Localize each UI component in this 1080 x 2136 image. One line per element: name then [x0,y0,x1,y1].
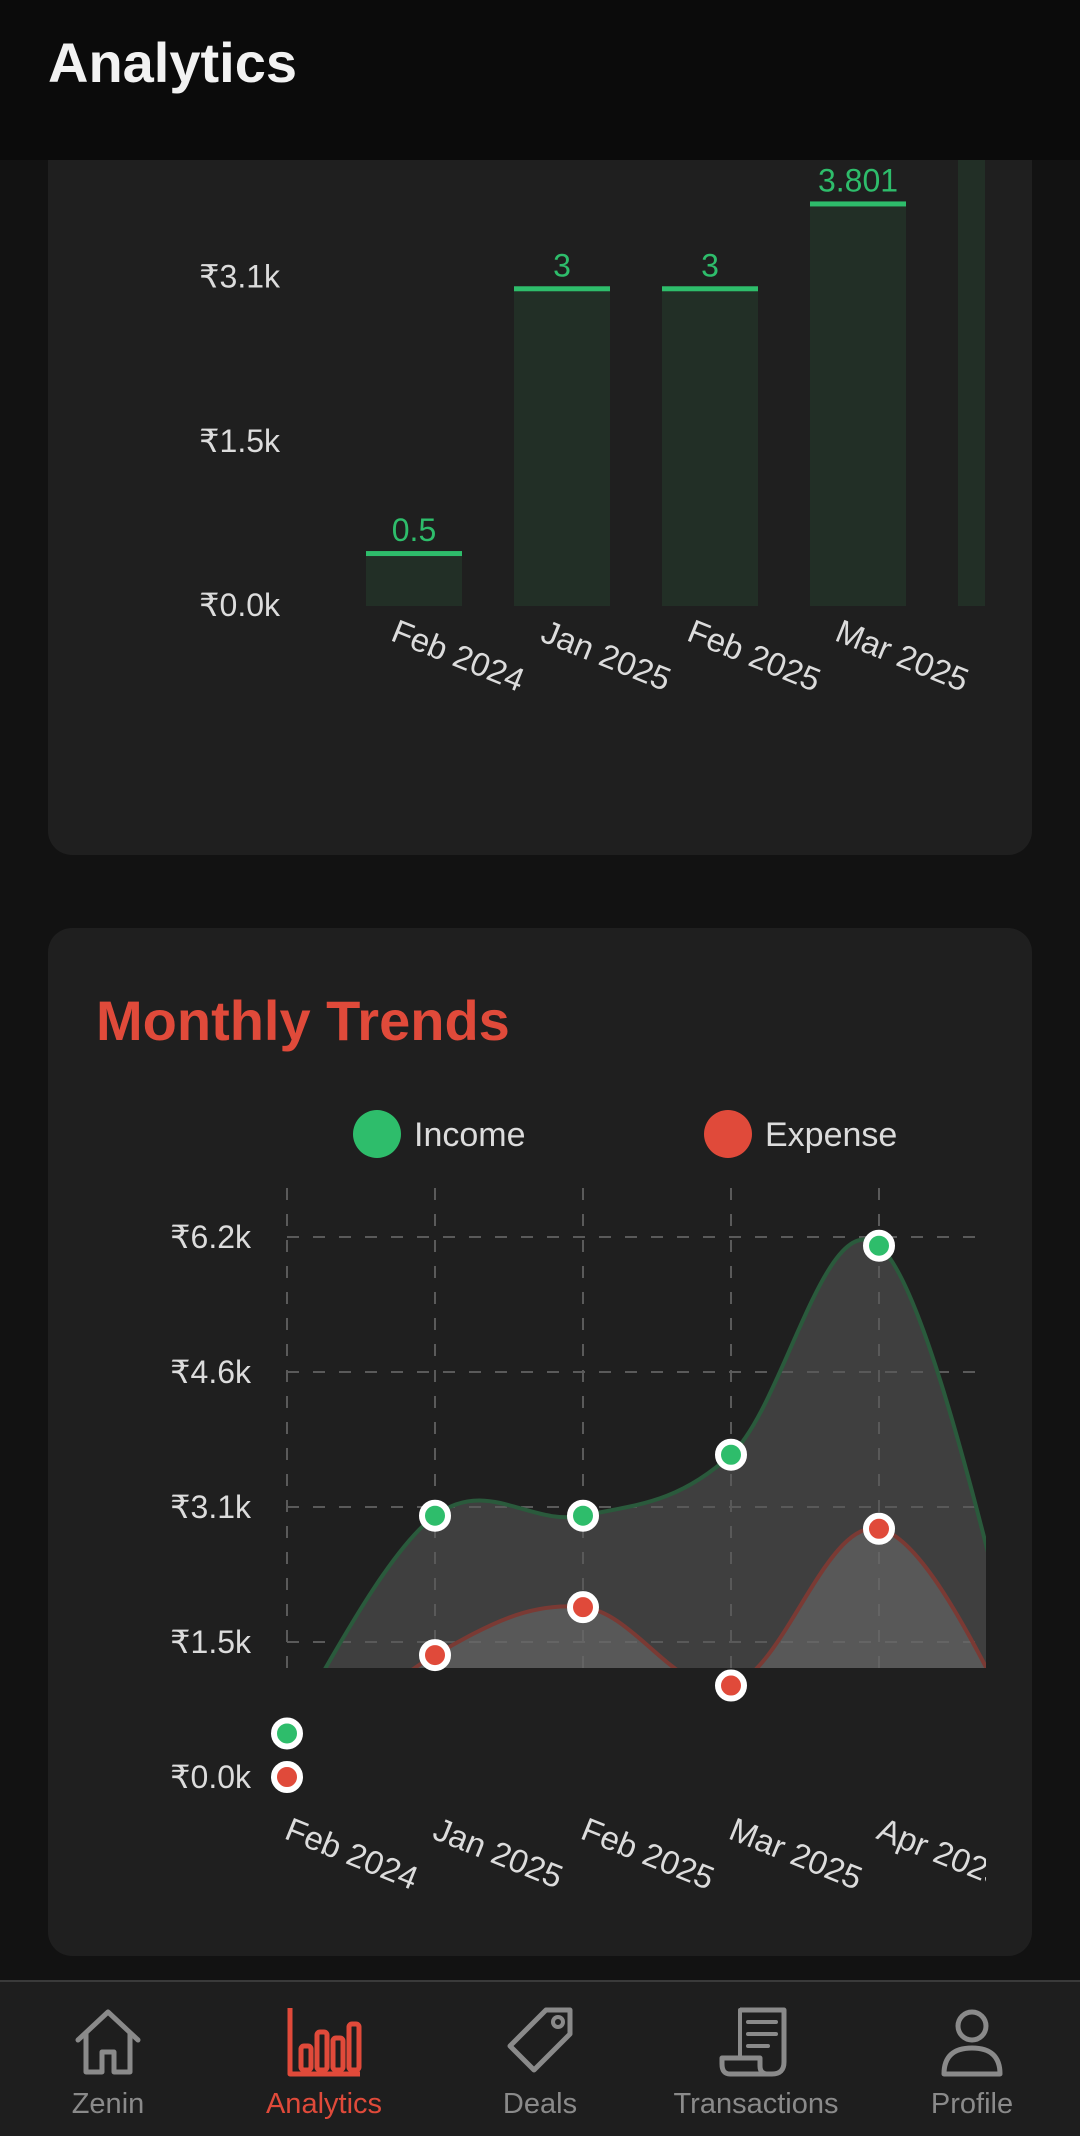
bar [662,288,758,606]
nav-item-zenin[interactable]: Zenin [0,1982,216,2136]
nav-label-analytics: Analytics [265,2088,383,2120]
bar-top [810,201,906,207]
x-tick-label: Feb 2025 [576,1810,719,1897]
nav-label-profile: Profile [930,2088,1014,2120]
trend-plot-area [323,1237,986,1668]
monthly-trends-card: Monthly Trends Income Expense ₹0.0k ₹1.5k ₹3… [48,928,1032,1956]
expense-point [863,1512,895,1545]
y-tick-label: ₹1.5k [199,423,281,459]
user-icon [941,2009,1003,2077]
receipt-icon [719,2007,787,2077]
nav-label-transactions: Transactions [673,2088,839,2120]
expense-point [567,1591,599,1624]
x-tick-label: Feb 2024 [387,612,530,699]
tag-icon [507,2007,573,2073]
bar [810,203,906,606]
bar-top [366,551,462,557]
nav-item-transactions[interactable]: Transactions [648,1982,864,2136]
y-tick-label: ₹6.2k [170,1219,252,1255]
income-point [567,1499,599,1532]
bar-chart-card: 0.5 3 3 3.801 Feb 2024 Jan 2025 Feb 2025 Mar 20… [48,100,1032,855]
x-tick-label: Mar 2025 [831,612,974,699]
bar [958,160,985,606]
x-tick-label: Feb 2024 [280,1810,423,1897]
bar-data-label: 3 [701,247,719,283]
bar-data-label: 3.801 [818,162,898,198]
x-tick-label: Feb 2025 [683,612,826,699]
income-point [271,1717,303,1750]
x-tick-label: Jan 2025 [428,1810,568,1895]
nav-item-deals[interactable]: Deals [432,1982,648,2136]
bottom-nav: Zenin Analytics Deals Transactions [0,1980,1080,2136]
home-icon [75,2009,141,2075]
nav-item-profile[interactable]: Profile [864,1982,1080,2136]
nav-label-deals: Deals [502,2088,578,2120]
x-tick-label: Apr 2025 [872,1810,1010,1894]
x-tick-label: Mar 2025 [724,1810,867,1897]
income-point [863,1229,895,1262]
bar-plot-area: 0.5 3 3 3.801 Feb 2024 Jan 2025 Feb 2025 Mar 20… [366,160,985,699]
expense-point [419,1639,451,1672]
monthly-trends-chart: Income Expense ₹0.0k ₹1.5k ₹3.1k ₹4.6k ₹6.2k Fe… [170,1110,1010,1897]
income-point [419,1499,451,1532]
expense-point [271,1761,303,1793]
bar-chart: 0.5 3 3 3.801 Feb 2024 Jan 2025 Feb 2025 Mar 20… [199,160,985,699]
page-title: Analytics [48,31,297,94]
x-labels: Feb 2024 Jan 2025 Feb 2025 Mar 2025 Apr 2025 [280,1810,1010,1897]
bar-top [514,286,610,292]
y-tick-label: ₹1.5k [170,1624,252,1660]
y-tick-label: ₹4.6k [170,1354,252,1390]
y-tick-label: ₹0.0k [170,1759,252,1795]
legend-income-swatch [353,1110,401,1158]
app-bar: Analytics [0,0,1080,160]
legend-expense-label: Expense [765,1116,897,1154]
nav-item-analytics[interactable]: Analytics [216,1982,432,2136]
bar-top [662,286,758,292]
bar-data-label: 0.5 [392,512,436,548]
y-tick-label: ₹3.1k [170,1489,252,1525]
income-area [325,1239,986,1668]
bar [366,553,462,606]
x-tick-label: Jan 2025 [536,613,676,698]
income-point [715,1438,747,1471]
y-tick-label: ₹0.0k [199,587,281,623]
nav-label-zenin: Zenin [71,2088,145,2120]
legend-income-label: Income [414,1116,526,1154]
monthly-trends-title: Monthly Trends [96,989,510,1052]
expense-area [414,1528,986,1668]
bar-chart-icon [287,2008,362,2077]
bar [514,288,610,606]
expense-point [715,1669,747,1702]
legend-expense-swatch [704,1110,752,1158]
bar-data-label: 3 [553,247,571,283]
y-tick-label: ₹3.1k [199,259,281,295]
